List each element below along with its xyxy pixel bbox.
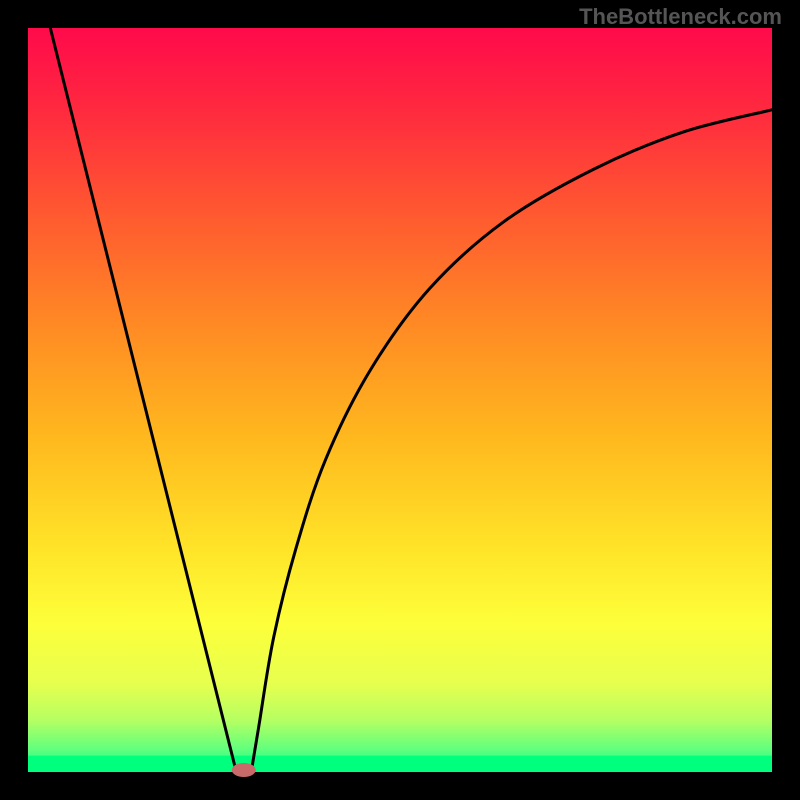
bottleneck-chart bbox=[0, 0, 800, 800]
green-band bbox=[28, 756, 772, 772]
optimal-marker bbox=[232, 763, 256, 777]
watermark-text: TheBottleneck.com bbox=[579, 4, 782, 30]
chart-frame: TheBottleneck.com bbox=[0, 0, 800, 800]
